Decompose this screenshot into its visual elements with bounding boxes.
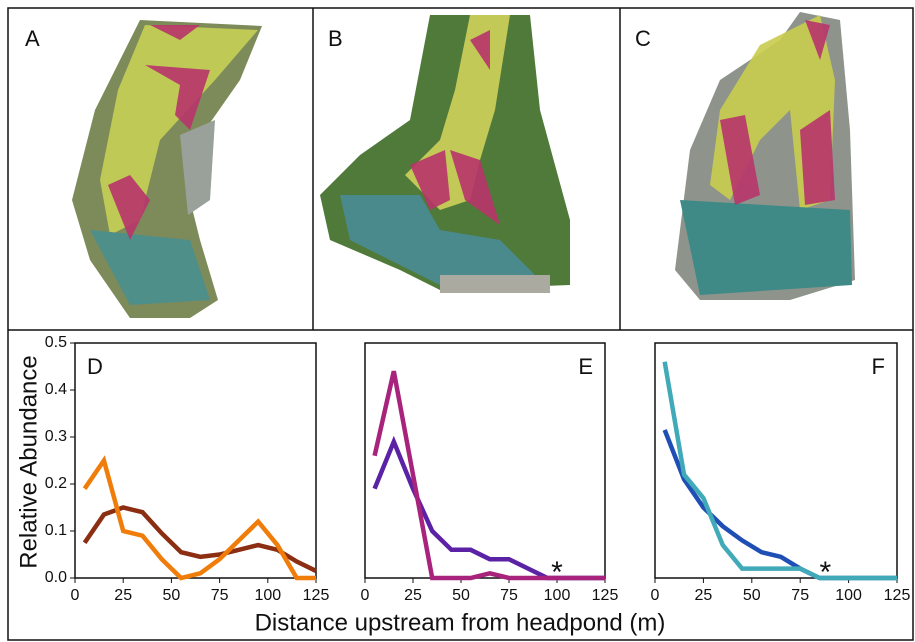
y-tick-label: 0.0 bbox=[45, 569, 67, 586]
aerial-photo-c bbox=[675, 12, 855, 300]
panel-label: A bbox=[25, 26, 40, 51]
x-tick-label: 100 bbox=[544, 587, 571, 604]
x-tick-label: 25 bbox=[114, 587, 132, 604]
annotation: * bbox=[820, 556, 832, 589]
x-tick-label: 50 bbox=[743, 587, 761, 604]
x-tick-label: 0 bbox=[71, 587, 80, 604]
x-tick-label: 100 bbox=[254, 587, 281, 604]
data-line bbox=[82, 505, 317, 573]
x-tick-label: 0 bbox=[361, 587, 370, 604]
y-tick-label: 0.3 bbox=[45, 428, 67, 445]
y-tick-label: 0.4 bbox=[45, 381, 67, 398]
x-tick-label: 75 bbox=[500, 587, 518, 604]
y-tick-label: 0.1 bbox=[45, 522, 67, 539]
aerial-photo-a bbox=[72, 20, 262, 318]
frame bbox=[7, 7, 914, 641]
plot-frame bbox=[654, 342, 898, 579]
x-axis-label: Distance upstream from headpond (m) bbox=[255, 609, 666, 636]
x-tick-label: 125 bbox=[303, 587, 330, 604]
panel-label: F bbox=[872, 354, 885, 379]
x-tick-label: 0 bbox=[651, 587, 660, 604]
plot-frame bbox=[74, 342, 317, 579]
y-tick-label: 0.2 bbox=[45, 475, 67, 492]
y-tick-label: 0.5 bbox=[45, 334, 67, 351]
panel-label: E bbox=[578, 354, 593, 379]
x-tick-label: 75 bbox=[791, 587, 809, 604]
x-tick-label: 75 bbox=[211, 587, 229, 604]
x-tick-label: 25 bbox=[695, 587, 713, 604]
y-axis-label: Relative Abundance bbox=[15, 355, 42, 569]
x-tick-label: 125 bbox=[592, 587, 619, 604]
panel-label: B bbox=[328, 26, 343, 51]
x-tick-label: 50 bbox=[452, 587, 470, 604]
x-tick-label: 100 bbox=[835, 587, 862, 604]
data-line bbox=[662, 361, 897, 581]
x-tick-label: 50 bbox=[163, 587, 181, 604]
x-tick-label: 125 bbox=[884, 587, 911, 604]
data-line bbox=[82, 455, 316, 581]
panel-label: D bbox=[87, 354, 103, 379]
panel-label: C bbox=[635, 26, 651, 51]
data-line bbox=[372, 370, 605, 581]
annotation: * bbox=[551, 556, 563, 589]
x-tick-label: 25 bbox=[404, 587, 422, 604]
aerial-photo-b bbox=[320, 15, 570, 293]
data-line bbox=[662, 429, 897, 581]
plot-frame bbox=[364, 342, 606, 579]
